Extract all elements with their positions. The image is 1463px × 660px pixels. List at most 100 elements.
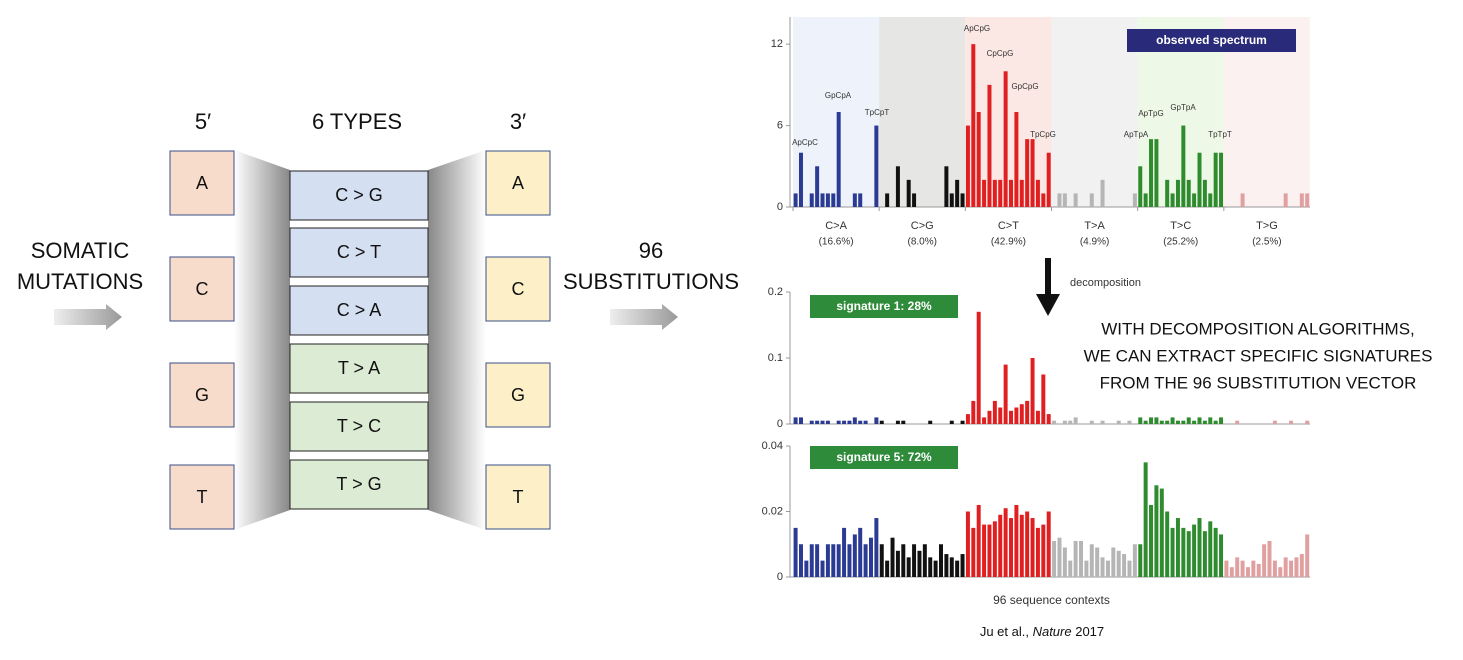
bar [1192, 420, 1197, 424]
y-tick-label: 6 [777, 119, 783, 131]
bar [874, 417, 879, 424]
bar [1143, 193, 1148, 207]
bar [1132, 193, 1137, 207]
bar [1030, 139, 1035, 207]
legend-label: observed spectrum [1156, 33, 1267, 47]
base-box [169, 464, 235, 530]
type-label: C > G [335, 185, 383, 205]
base-label: A [512, 173, 524, 193]
bar [1111, 547, 1116, 577]
bar [1305, 193, 1310, 207]
bar [1116, 420, 1121, 424]
bar [1208, 193, 1213, 207]
bar [1138, 166, 1143, 207]
bar [1095, 547, 1100, 577]
bar [1138, 544, 1143, 577]
bar [1272, 420, 1277, 424]
legend-label: signature 5: 72% [836, 450, 932, 464]
y-tick-label: 0.2 [768, 286, 783, 298]
bar [1089, 420, 1094, 424]
annotation: TpTpT [1208, 130, 1232, 139]
bar [1235, 420, 1240, 424]
bar [1165, 179, 1170, 207]
bar [1143, 462, 1148, 577]
bar [912, 193, 917, 207]
label: SUBSTITUTIONS [563, 269, 739, 294]
bar [1154, 417, 1159, 424]
bar [858, 420, 863, 424]
bar [976, 112, 981, 207]
bar [965, 125, 970, 207]
bar [1025, 400, 1030, 424]
bar [987, 84, 992, 207]
bar [955, 179, 960, 207]
bar [1025, 139, 1030, 207]
bar [1132, 544, 1137, 577]
base-box [169, 256, 235, 322]
bar [1165, 420, 1170, 424]
type-box [289, 401, 429, 452]
bar [885, 193, 890, 207]
bar [1289, 560, 1294, 577]
bar [949, 193, 954, 207]
bar [1170, 417, 1175, 424]
bar [890, 537, 895, 577]
bar [965, 511, 970, 577]
bar [1062, 420, 1067, 424]
bar [1149, 504, 1154, 577]
base-box [485, 362, 551, 428]
bar [858, 193, 863, 207]
bar [1019, 179, 1024, 207]
bar [1192, 524, 1197, 577]
bar [793, 417, 798, 424]
label: MUTATIONS [17, 269, 143, 294]
bar [1208, 417, 1213, 424]
arrow [1036, 294, 1060, 316]
label: SOMATIC [31, 238, 130, 263]
bar [1219, 534, 1224, 577]
group-label: C>A [825, 220, 847, 232]
bar [1299, 554, 1304, 577]
bar [858, 527, 863, 577]
bar [1062, 193, 1067, 207]
type-box [289, 343, 429, 394]
bar [1267, 540, 1272, 577]
type-label: T > A [338, 358, 380, 378]
bar [933, 560, 938, 577]
bar [879, 544, 884, 577]
bar [1030, 358, 1035, 424]
bar [1035, 179, 1040, 207]
bar [965, 414, 970, 424]
bar [1073, 417, 1078, 424]
bar [992, 521, 997, 577]
bar [1170, 193, 1175, 207]
y-tick-label: 0.02 [762, 505, 783, 517]
bar [863, 544, 868, 577]
bar [1283, 557, 1288, 577]
base-box [169, 150, 235, 216]
bar [1240, 560, 1245, 577]
bar [809, 420, 814, 424]
bar [1219, 417, 1224, 424]
citation: Ju et al., Nature 2017 [980, 624, 1104, 639]
bar [1235, 557, 1240, 577]
bar [971, 400, 976, 424]
bar [1014, 112, 1019, 207]
base-box [485, 256, 551, 322]
bar [1197, 152, 1202, 207]
bar [1149, 417, 1154, 424]
bar [1299, 193, 1304, 207]
bar [868, 537, 873, 577]
bar [928, 557, 933, 577]
bar [1278, 567, 1283, 577]
bar [944, 166, 949, 207]
y-tick-label: 0.04 [762, 440, 783, 452]
bar [1100, 557, 1105, 577]
legend-box [810, 295, 958, 318]
bar [1046, 152, 1051, 207]
bar [1035, 410, 1040, 424]
label: 96 [639, 238, 663, 263]
type-box [289, 170, 429, 221]
bar [879, 420, 884, 424]
group-label: C>T [998, 220, 1019, 232]
